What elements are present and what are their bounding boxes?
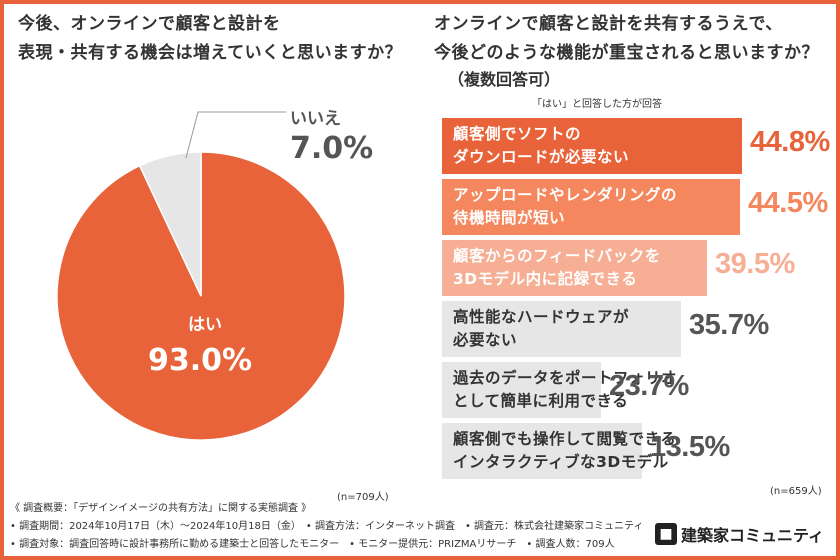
bar-label: 顧客からのフィードバックを 3Dモデル内に記録できる [453,247,661,288]
bar-row: 高性能なハードウェアが 必要ない 35.7% [442,301,832,357]
bar-value-label: 44.8% [750,126,830,158]
bar [442,118,742,174]
bar-label: 高性能なハードウェアが 必要ない [453,308,630,349]
pie-n-note: (n=709人) [337,492,389,503]
pie-slice-no [138,151,202,297]
bar-value-label: 39.5% [715,248,795,280]
pie-value-yes: 93.0% [148,343,252,378]
bar-value-label: 23.7% [609,370,689,402]
bar-value-label: 44.5% [748,187,828,219]
bar-n-note: (n=659人) [770,486,822,497]
bar-row: 顧客側でソフトの ダウンロードが必要ない 44.8% [442,118,832,174]
bar [442,301,681,357]
left-question: 今後、オンラインで顧客と設計を 表現・共有する機会は増えていくと思いますか？ [18,14,403,63]
bar-label: 顧客側でも操作して閲覧できる インタラクティブな3Dモデル [453,430,677,471]
bar-label: アップロードやレンダリングの 待機時間が短い [453,186,678,227]
brand-logo: ■ 建築家コミュニティ [654,522,824,546]
survey-details-line2: • 調査対象：調査回答時に設計事務所に勤める建築士と回答したモニター • モニタ… [10,539,615,550]
bar-row: アップロードやレンダリングの 待機時間が短い 44.5% [442,179,832,235]
bar-label: 顧客側でソフトの ダウンロードが必要ない [453,125,630,166]
bar [442,179,740,235]
right-question: オンラインで顧客と設計を共有するうえで、 今後どのような機能が重宝されると思いま… [434,14,819,63]
bar-row: 顧客側でも操作して閲覧できる インタラクティブな3Dモデル 13.5% [442,423,832,479]
survey-summary-title: 《 調査概要：「デザインイメージの共有方法」に関する実態調査 》 [10,503,312,514]
building-icon: ■ [654,523,677,545]
bar [442,423,642,479]
bar-value-label: 35.7% [689,309,769,341]
multiple-answer-note: （複数回答可） [448,70,561,89]
survey-details-line1: • 調査期間：2024年10月17日（木）〜2024年10月18日（金） • 調… [10,521,644,532]
bar-label: 過去のデータをポートフォリオ として簡単に利用できる [453,369,678,410]
bar [442,240,707,296]
bar [442,362,601,418]
bar-row: 顧客からのフィードバックを 3Dモデル内に記録できる 39.5% [442,240,832,296]
leader-line [185,111,286,159]
brand-name: 建築家コミュニティ [680,526,824,545]
pie-label-yes: はい [188,315,222,335]
pie-value-no: 7.0% [290,131,373,166]
pie-label-no: いいえ [290,109,341,129]
bar-value-label: 13.5% [650,431,730,463]
bar-row: 過去のデータをポートフォリオ として簡単に利用できる 23.7% [442,362,832,418]
bars-caption: 「はい」と回答した方が回答 [532,99,662,110]
